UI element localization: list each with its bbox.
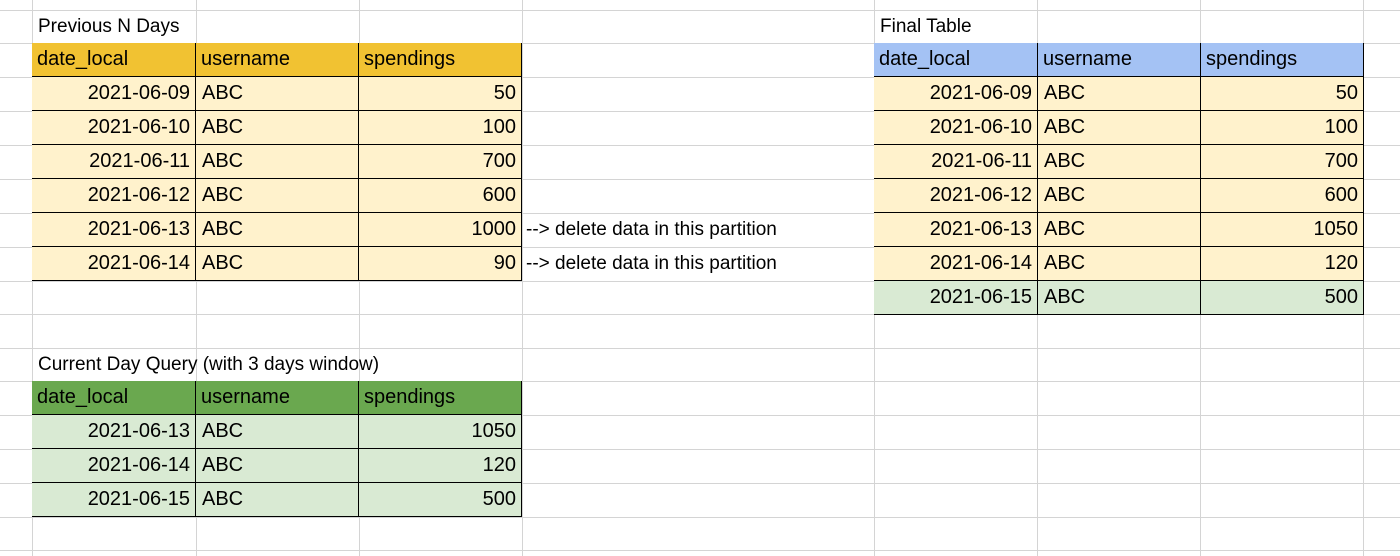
final-username-cell[interactable]: ABC — [1038, 247, 1201, 281]
current-username-cell[interactable]: ABC — [196, 415, 359, 449]
final-spendings-cell[interactable]: 120 — [1201, 247, 1364, 281]
previous-username-cell[interactable]: ABC — [196, 77, 359, 111]
final-username-cell[interactable]: ABC — [1038, 179, 1201, 213]
final-date-cell[interactable]: 2021-06-11 — [874, 145, 1038, 179]
current-table-title: Current Day Query (with 3 days window) — [38, 354, 380, 375]
previous-spendings-cell[interactable]: 50 — [359, 77, 522, 111]
previous-username-cell[interactable]: ABC — [196, 111, 359, 145]
current-username-cell[interactable]: ABC — [196, 483, 359, 517]
previous-date-cell[interactable]: 2021-06-09 — [32, 77, 196, 111]
final-date-cell[interactable]: 2021-06-14 — [874, 247, 1038, 281]
delete-note: --> delete data in this partition — [526, 219, 777, 240]
previous-spendings-cell[interactable]: 700 — [359, 145, 522, 179]
final-spendings-cell[interactable]: 500 — [1201, 281, 1364, 315]
final-date-cell[interactable]: 2021-06-13 — [874, 213, 1038, 247]
final-date-cell[interactable]: 2021-06-12 — [874, 179, 1038, 213]
previous-username-cell[interactable]: ABC — [196, 179, 359, 213]
current-header-spendings[interactable]: spendings — [359, 381, 522, 415]
final-date-cell[interactable]: 2021-06-09 — [874, 77, 1038, 111]
current-spendings-cell[interactable]: 500 — [359, 483, 522, 517]
previous-spendings-cell[interactable]: 600 — [359, 179, 522, 213]
final-header-username[interactable]: username — [1038, 43, 1201, 77]
current-date-cell[interactable]: 2021-06-14 — [32, 449, 196, 483]
current-spendings-cell[interactable]: 1050 — [359, 415, 522, 449]
previous-spendings-cell[interactable]: 100 — [359, 111, 522, 145]
final-date-cell[interactable]: 2021-06-15 — [874, 281, 1038, 315]
final-username-cell[interactable]: ABC — [1038, 111, 1201, 145]
current-date-cell[interactable]: 2021-06-15 — [32, 483, 196, 517]
current-date-cell[interactable]: 2021-06-13 — [32, 415, 196, 449]
final-username-cell[interactable]: ABC — [1038, 281, 1201, 315]
final-header-date-local[interactable]: date_local — [874, 43, 1038, 77]
previous-header-spendings[interactable]: spendings — [359, 43, 522, 77]
final-username-cell[interactable]: ABC — [1038, 77, 1201, 111]
previous-date-cell[interactable]: 2021-06-12 — [32, 179, 196, 213]
previous-spendings-cell[interactable]: 1000 — [359, 213, 522, 247]
final-date-cell[interactable]: 2021-06-10 — [874, 111, 1038, 145]
final-spendings-cell[interactable]: 1050 — [1201, 213, 1364, 247]
previous-date-cell[interactable]: 2021-06-13 — [32, 213, 196, 247]
current-header-date-local[interactable]: date_local — [32, 381, 196, 415]
final-username-cell[interactable]: ABC — [1038, 213, 1201, 247]
previous-username-cell[interactable]: ABC — [196, 145, 359, 179]
previous-username-cell[interactable]: ABC — [196, 213, 359, 247]
final-header-spendings[interactable]: spendings — [1201, 43, 1364, 77]
current-spendings-cell[interactable]: 120 — [359, 449, 522, 483]
final-username-cell[interactable]: ABC — [1038, 145, 1201, 179]
previous-header-username[interactable]: username — [196, 43, 359, 77]
current-username-cell[interactable]: ABC — [196, 449, 359, 483]
delete-note: --> delete data in this partition — [526, 253, 777, 274]
previous-date-cell[interactable]: 2021-06-14 — [32, 247, 196, 281]
final-table-title: Final Table — [880, 16, 972, 37]
previous-header-date-local[interactable]: date_local — [32, 43, 196, 77]
current-header-username[interactable]: username — [196, 381, 359, 415]
final-spendings-cell[interactable]: 600 — [1201, 179, 1364, 213]
final-spendings-cell[interactable]: 700 — [1201, 145, 1364, 179]
previous-username-cell[interactable]: ABC — [196, 247, 359, 281]
final-spendings-cell[interactable]: 50 — [1201, 77, 1364, 111]
previous-spendings-cell[interactable]: 90 — [359, 247, 522, 281]
previous-table-title: Previous N Days — [38, 16, 180, 37]
previous-date-cell[interactable]: 2021-06-10 — [32, 111, 196, 145]
previous-date-cell[interactable]: 2021-06-11 — [32, 145, 196, 179]
final-spendings-cell[interactable]: 100 — [1201, 111, 1364, 145]
